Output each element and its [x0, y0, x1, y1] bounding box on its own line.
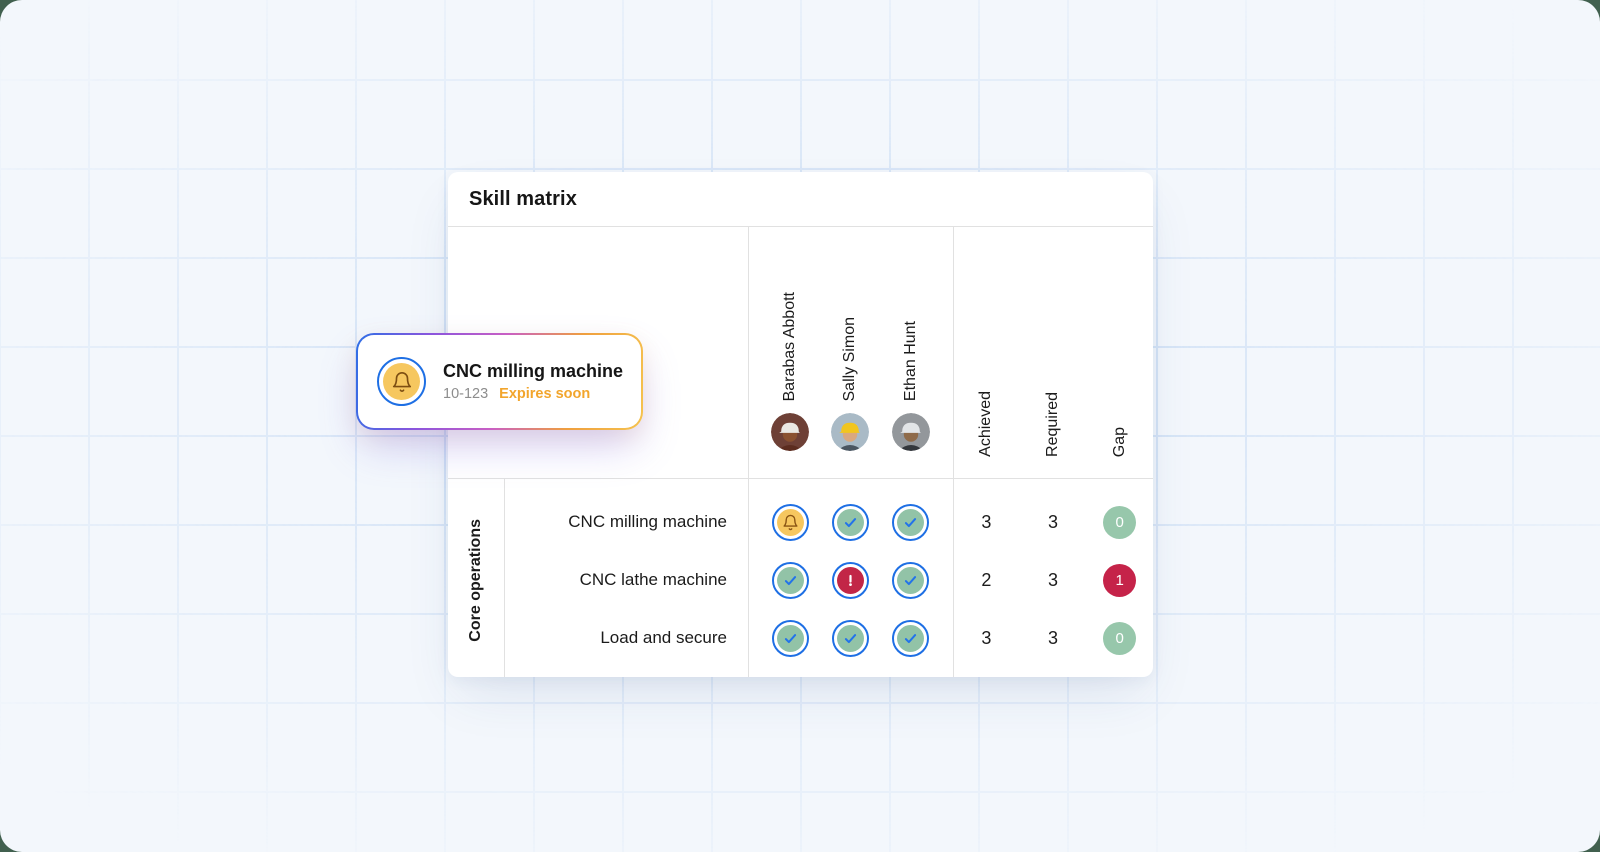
status-matrix-region: [748, 493, 953, 667]
metric-label: Achieved: [977, 391, 995, 457]
metrics-values-region: 3 3 0 2 3 1 3 3 0: [953, 493, 1153, 667]
status-check-icon[interactable]: [831, 619, 869, 657]
notification-code: 10-123: [443, 385, 489, 402]
table-divider: [504, 478, 505, 677]
table-divider: [448, 478, 1153, 479]
table-row: 3 3 0: [953, 493, 1153, 551]
person-name-label: Sally Simon: [841, 316, 859, 401]
row-group-cell: Core operations: [448, 493, 504, 667]
table-divider: [748, 227, 749, 677]
skill-matrix-table: Barabas Abbott: [448, 227, 1153, 677]
required-value: 3: [1048, 569, 1059, 590]
gap-badge: 0: [1103, 621, 1137, 655]
table-row: 3 3 0: [953, 609, 1153, 667]
person-column-header: Sally Simon: [820, 227, 880, 478]
avatar: [771, 413, 810, 451]
metric-column-header: Required: [1020, 227, 1087, 478]
status-bell-icon[interactable]: [771, 503, 809, 541]
bell-icon: [377, 357, 426, 406]
person-name-label: Barabas Abbott: [781, 291, 799, 401]
notification-status: Expires soon: [499, 385, 591, 402]
gap-badge: 1: [1103, 563, 1137, 597]
status-check-icon[interactable]: [831, 503, 869, 541]
notification-title: CNC milling machine: [443, 361, 624, 382]
table-divider: [953, 227, 954, 677]
card-title: Skill matrix: [469, 187, 577, 210]
status-check-icon[interactable]: [892, 503, 930, 541]
person-column-header: Ethan Hunt: [881, 227, 941, 478]
notification-text: CNC milling machine 10-123 Expires soon: [443, 361, 623, 402]
achieved-value: 3: [981, 511, 992, 532]
metric-column-header: Achieved: [953, 227, 1020, 478]
notification-card[interactable]: CNC milling machine 10-123 Expires soon: [356, 333, 643, 430]
status-check-icon[interactable]: [771, 561, 809, 599]
table-row: 2 3 1: [953, 551, 1153, 609]
person-name-label: Ethan Hunt: [901, 320, 919, 401]
achieved-value: 2: [981, 569, 992, 590]
person-column-header: Barabas Abbott: [760, 227, 820, 478]
metric-column-header: Gap: [1086, 227, 1153, 478]
avatar: [831, 413, 870, 451]
row-group-label: Core operations: [467, 518, 484, 642]
table-row: [760, 609, 941, 667]
card-header: Skill matrix: [448, 172, 1153, 227]
gap-badge: 0: [1103, 505, 1137, 539]
skill-row-label: CNC lathe machine: [579, 570, 727, 589]
metrics-header-region: Achieved Required Gap: [953, 227, 1153, 478]
achieved-value: 3: [981, 627, 992, 648]
required-value: 3: [1048, 511, 1059, 532]
skill-name-column: CNC milling machine CNC lathe machine Lo…: [504, 493, 748, 667]
people-header-region: Barabas Abbott: [748, 227, 953, 478]
status-check-icon[interactable]: [771, 619, 809, 657]
avatar: [891, 413, 930, 451]
status-check-icon[interactable]: [892, 561, 930, 599]
table-row: [760, 493, 941, 551]
table-row: [760, 551, 941, 609]
status-alert-icon[interactable]: [831, 561, 869, 599]
skill-row-label: Load and secure: [600, 628, 727, 647]
metric-label: Gap: [1110, 426, 1128, 457]
skill-row-label: CNC milling machine: [568, 512, 727, 531]
required-value: 3: [1048, 627, 1059, 648]
metric-label: Required: [1044, 392, 1061, 457]
status-check-icon[interactable]: [892, 619, 930, 657]
